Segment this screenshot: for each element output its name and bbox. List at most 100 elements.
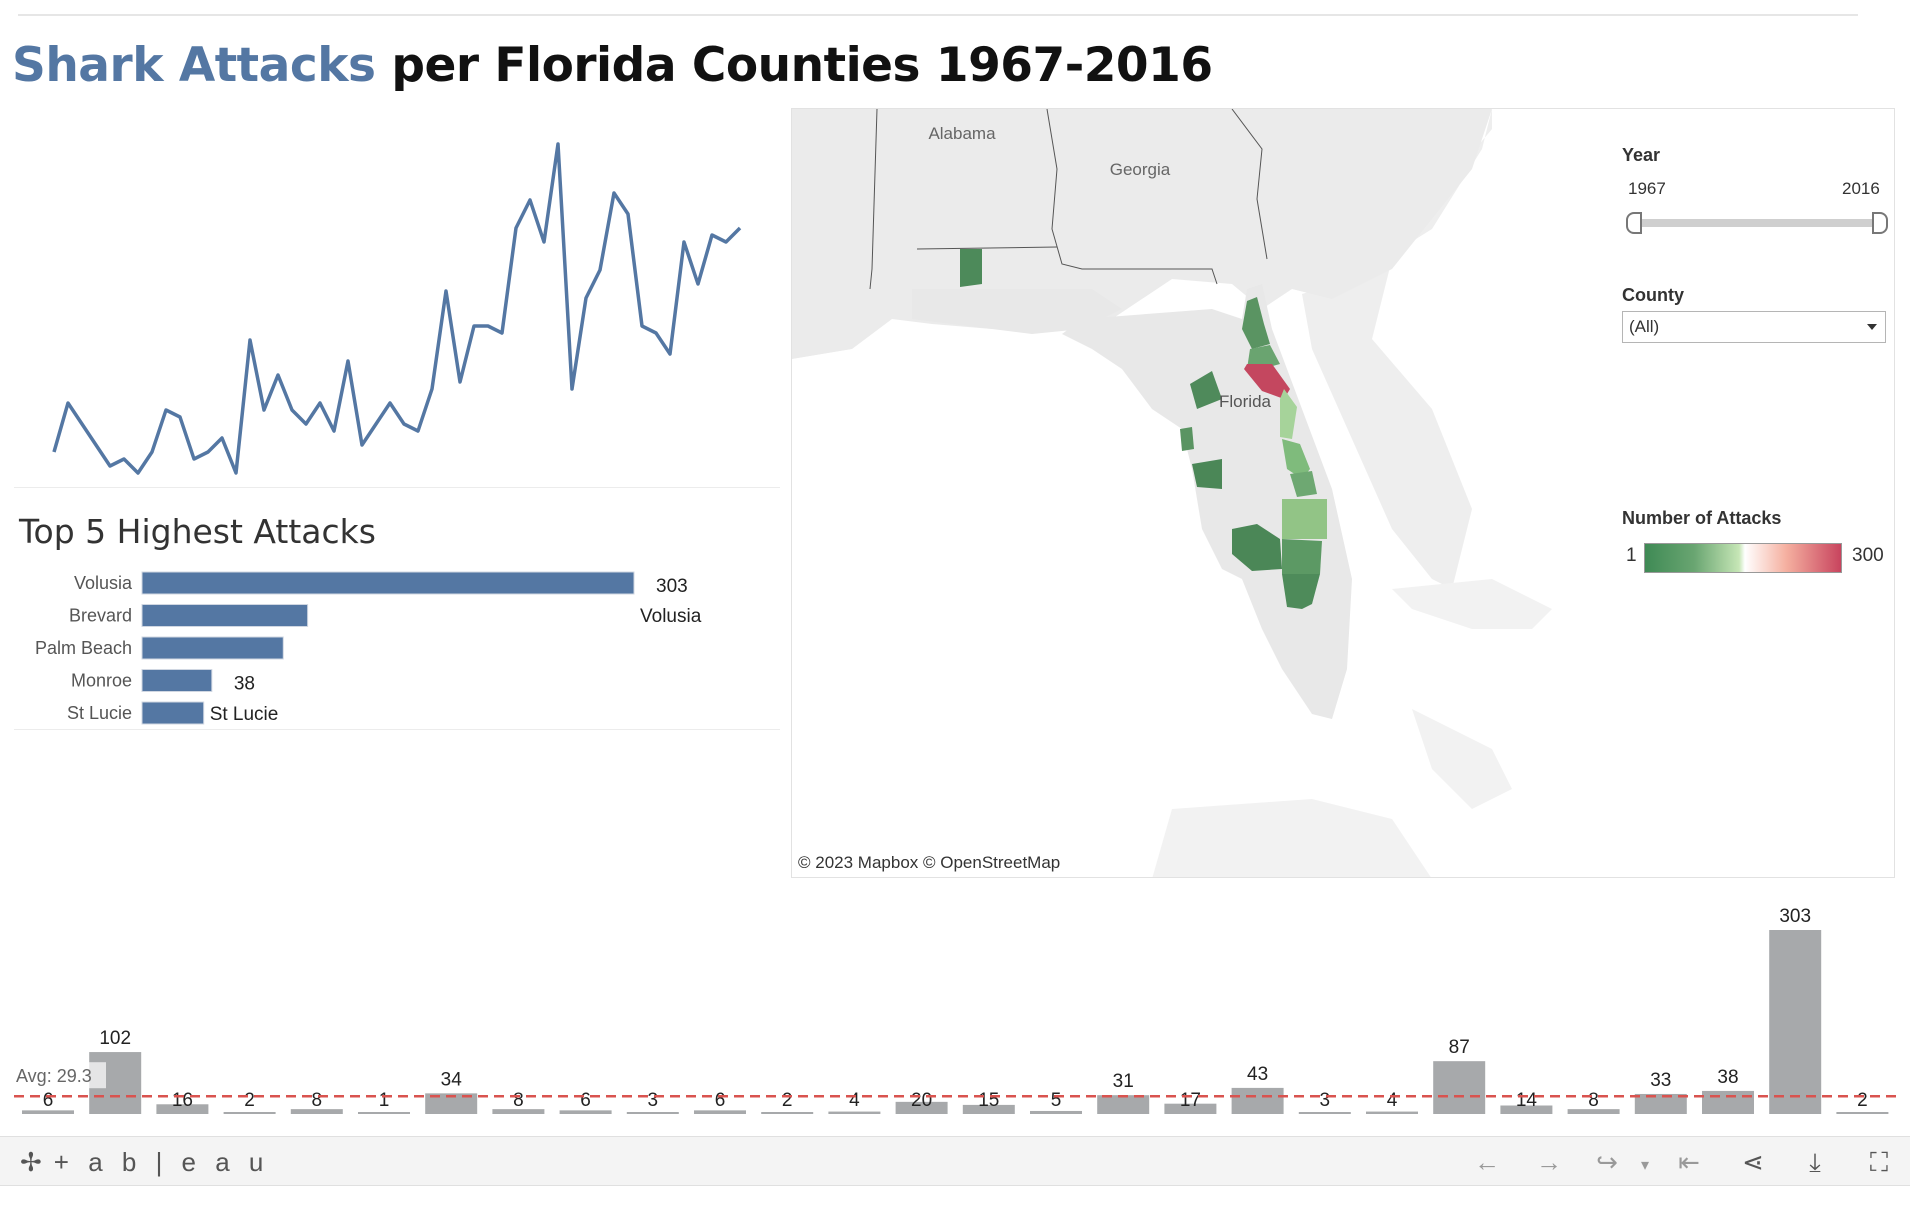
county-bar[interactable] (358, 1112, 410, 1114)
line-point[interactable] (580, 292, 592, 304)
county-bar[interactable] (1030, 1110, 1082, 1114)
line-point[interactable] (272, 369, 284, 381)
line-point[interactable] (328, 425, 340, 437)
county-bar[interactable] (156, 1104, 209, 1114)
county-st-lucie[interactable] (1290, 471, 1317, 497)
line-point[interactable] (594, 264, 606, 276)
county-bar[interactable] (1500, 1105, 1553, 1114)
line-point[interactable] (76, 418, 88, 430)
county-bar[interactable] (895, 1101, 948, 1114)
line-point[interactable] (230, 467, 242, 479)
county-select[interactable]: (All) (1622, 311, 1886, 343)
line-point[interactable] (664, 348, 676, 360)
line-point[interactable] (552, 138, 564, 150)
line-point[interactable] (608, 187, 620, 199)
line-point[interactable] (692, 278, 704, 290)
county-bar[interactable] (1164, 1103, 1217, 1114)
county-bar[interactable] (492, 1109, 545, 1114)
line-point[interactable] (622, 208, 634, 220)
top5-bar[interactable] (141, 636, 284, 660)
line-point[interactable] (118, 453, 130, 465)
line-point[interactable] (426, 383, 438, 395)
line-point[interactable] (62, 397, 74, 409)
line-point[interactable] (244, 334, 256, 346)
county-bar[interactable] (828, 1111, 881, 1114)
attacks-per-year-line-chart[interactable] (14, 108, 780, 488)
year-slider-track[interactable] (1634, 219, 1882, 227)
county-bar[interactable] (1634, 1093, 1687, 1114)
line-point[interactable] (678, 236, 690, 248)
download-icon[interactable]: ⤓ (1809, 1147, 1821, 1177)
county-collier[interactable] (1232, 524, 1282, 571)
undo-icon[interactable]: ← (1474, 1147, 1500, 1177)
line-point[interactable] (314, 397, 326, 409)
county-pasco[interactable] (1180, 427, 1194, 451)
attacks-by-county-bar-chart[interactable]: 6 102 16 2 8 1 34 8 6 3 6 2 4 20 15 5 31 17 43 3 4 87 14 8 33 38 3… (14, 890, 1898, 1130)
top5-bar[interactable] (141, 571, 635, 595)
county-bar[interactable] (22, 1110, 74, 1114)
line-point[interactable] (48, 446, 60, 458)
county-bar[interactable] (223, 1112, 276, 1114)
county-bar[interactable] (1836, 1112, 1889, 1114)
top5-bar[interactable] (141, 669, 213, 692)
line-point[interactable] (468, 320, 480, 332)
year-slider-max-handle[interactable] (1872, 212, 1888, 234)
revert-dropdown-icon[interactable]: ▾ (1640, 1157, 1650, 1174)
redo-icon[interactable]: → (1536, 1147, 1562, 1177)
top5-bar[interactable] (141, 604, 309, 627)
county-bar[interactable] (1097, 1095, 1150, 1114)
county-bar[interactable] (1567, 1109, 1620, 1114)
revert-icon[interactable]: ↪ (1596, 1147, 1618, 1177)
line-point[interactable] (706, 229, 718, 241)
line-point[interactable] (440, 285, 452, 297)
county-bar[interactable] (694, 1110, 746, 1114)
line-point[interactable] (650, 327, 662, 339)
county-bar[interactable] (761, 1112, 814, 1114)
line-point[interactable] (300, 418, 312, 430)
line-point[interactable] (174, 411, 186, 423)
line-point[interactable] (538, 236, 550, 248)
county-bar[interactable] (1366, 1111, 1418, 1114)
line-point[interactable] (454, 376, 466, 388)
line-point[interactable] (720, 236, 732, 248)
county-escambia[interactable] (960, 249, 982, 287)
line-point[interactable] (370, 418, 382, 430)
county-bar[interactable] (1433, 1061, 1486, 1114)
county-brevard[interactable] (1280, 389, 1297, 439)
fullscreen-icon[interactable]: ⛶ (1869, 1147, 1889, 1177)
county-bar[interactable] (559, 1110, 612, 1114)
county-bar[interactable] (290, 1109, 343, 1114)
tableau-logo[interactable]: ✢ + a b | e a u (20, 1147, 269, 1178)
county-broward[interactable] (1282, 539, 1322, 574)
line-point[interactable] (384, 397, 396, 409)
line-point[interactable] (132, 467, 144, 479)
line-point[interactable] (146, 446, 158, 458)
top5-bar-chart[interactable]: Top 5 Highest Attacks Volusia Brevard Palm… (14, 500, 780, 730)
line-point[interactable] (398, 418, 410, 430)
line-point[interactable] (286, 404, 298, 416)
line-point[interactable] (412, 425, 424, 437)
line-point[interactable] (90, 439, 102, 451)
county-pinellas[interactable] (1190, 371, 1222, 409)
map-attribution[interactable]: © 2023 Mapbox © OpenStreetMap (798, 853, 1061, 872)
county-flagler-south[interactable] (1247, 345, 1280, 369)
line-point[interactable] (734, 222, 746, 234)
county-bar[interactable] (425, 1093, 478, 1114)
line-point[interactable] (636, 320, 648, 332)
county-volusia[interactable] (1244, 364, 1290, 399)
county-bar[interactable] (1769, 930, 1822, 1114)
county-palm-beach[interactable] (1282, 499, 1327, 539)
line-point[interactable] (188, 453, 200, 465)
county-bar[interactable] (1231, 1087, 1284, 1114)
county-bar[interactable] (626, 1112, 679, 1114)
county-sarasota[interactable] (1192, 459, 1222, 489)
line-point[interactable] (356, 439, 368, 451)
line-point[interactable] (566, 383, 578, 395)
top5-bar[interactable] (141, 701, 205, 725)
line-point[interactable] (258, 404, 270, 416)
line-point[interactable] (496, 327, 508, 339)
county-bar[interactable] (1298, 1112, 1351, 1114)
line-point[interactable] (202, 446, 214, 458)
county-flagler[interactable] (1242, 297, 1270, 349)
line-point[interactable] (160, 404, 172, 416)
